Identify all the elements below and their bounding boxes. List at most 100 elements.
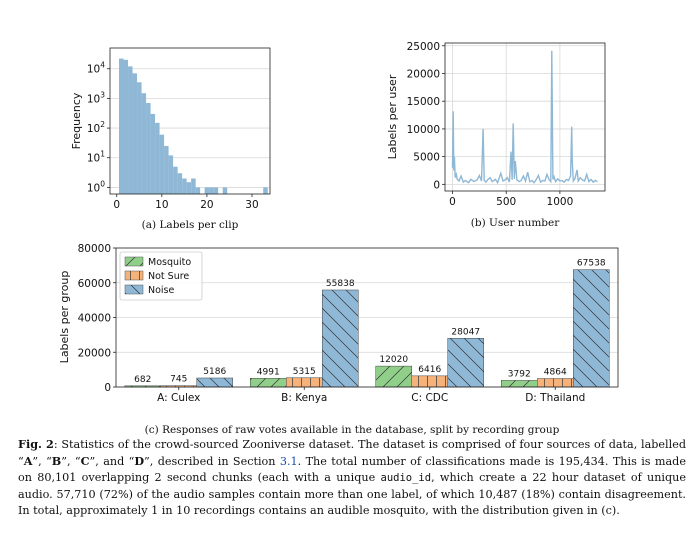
data-label: 4864 bbox=[544, 368, 567, 378]
caption-sep-1: ”, “ bbox=[32, 455, 52, 469]
y-tick-label: 102 bbox=[87, 120, 105, 135]
legend-label-not-sure: Not Sure bbox=[148, 271, 189, 282]
data-label: 67538 bbox=[577, 259, 606, 269]
data-label: 28047 bbox=[451, 327, 480, 337]
y-tick-label: 10000 bbox=[407, 124, 440, 136]
histogram-bar bbox=[123, 59, 129, 194]
caption-sep-2: ”, “ bbox=[61, 455, 81, 469]
x-tick-label: 0 bbox=[113, 199, 120, 211]
x-tick-label: D: Thailand bbox=[525, 392, 585, 404]
bar-hatch-noise bbox=[322, 289, 359, 387]
histogram-bar bbox=[155, 122, 160, 194]
bar-hatch-mosquito bbox=[501, 380, 538, 387]
x-tick-label: B: Kenya bbox=[281, 392, 327, 404]
caption-label: Fig. 2 bbox=[18, 437, 54, 451]
caption-text-3: . The total number of classifications ma… bbox=[18, 455, 686, 485]
bar-hatch-not-sure bbox=[286, 377, 323, 387]
y-tick-label: 104 bbox=[87, 61, 105, 76]
y-axis-label: Labels per user bbox=[386, 74, 399, 159]
subcaption-b: (b) User number bbox=[471, 217, 560, 229]
figure-caption: Fig. 2: Statistics of the crowd-sourced … bbox=[18, 436, 686, 519]
legend-label-mosquito: Mosquito bbox=[148, 257, 191, 268]
caption-source-a: A bbox=[23, 454, 33, 469]
histogram-bar bbox=[191, 178, 196, 194]
axes-frame bbox=[109, 47, 271, 195]
caption-source-b: B bbox=[51, 454, 62, 469]
y-tick-label: 0 bbox=[104, 382, 111, 394]
data-label: 682 bbox=[134, 375, 151, 385]
legend: Mosquito Not Sure Noise bbox=[119, 251, 203, 301]
y-tick-label: 101 bbox=[87, 150, 105, 165]
data-label: 5186 bbox=[203, 367, 226, 377]
histogram-bar bbox=[204, 187, 210, 194]
histogram-bar bbox=[150, 113, 156, 194]
caption-text-2: ”, described in Section bbox=[144, 455, 280, 469]
histogram-bar bbox=[164, 145, 169, 194]
y-axis-label: Frequency bbox=[70, 92, 83, 149]
histogram-bar bbox=[141, 93, 147, 194]
labels-per-user-line bbox=[451, 50, 598, 185]
data-label: 3792 bbox=[508, 369, 531, 379]
y-tick-label: 20000 bbox=[78, 347, 111, 359]
x-tick-label: 500 bbox=[496, 196, 516, 208]
legend-swatch-noise-hatch bbox=[125, 285, 143, 294]
histogram-bar bbox=[177, 173, 183, 194]
y-tick-label: 15000 bbox=[407, 96, 440, 108]
section-link[interactable]: 3.1 bbox=[279, 455, 298, 469]
x-tick-label: 30 bbox=[245, 199, 258, 211]
histogram-bar bbox=[168, 155, 174, 194]
histogram-bar bbox=[173, 166, 178, 194]
y-tick-label: 0 bbox=[433, 179, 440, 191]
y-tick-label: 80000 bbox=[78, 243, 111, 255]
caption-sep-3: ”, and “ bbox=[89, 455, 135, 469]
legend-swatch-not-sure-hatch bbox=[125, 271, 143, 280]
legend-swatch-mosquito-hatch bbox=[125, 257, 143, 266]
bar-hatch-not-sure bbox=[160, 385, 197, 387]
data-label: 6416 bbox=[418, 365, 441, 375]
legend-label-noise: Noise bbox=[148, 285, 175, 296]
bar-hatch-not-sure bbox=[411, 375, 448, 387]
bar-hatch-noise bbox=[447, 338, 484, 387]
bar-hatch-not-sure bbox=[537, 378, 574, 387]
y-tick-label: 103 bbox=[87, 90, 105, 105]
histogram-bar bbox=[128, 66, 133, 194]
axes-frame bbox=[444, 42, 606, 192]
histogram-bar bbox=[119, 58, 124, 195]
bar-hatch-noise bbox=[196, 377, 233, 387]
x-tick-label: 20 bbox=[200, 199, 213, 211]
histogram-bar bbox=[186, 182, 192, 194]
data-label: 55838 bbox=[326, 279, 355, 289]
caption-code: audio_id bbox=[380, 472, 432, 485]
labels-per-group-bar-chart: 682 745 5186 4991 5315 55838 12020 6416 28047 379… bbox=[58, 243, 619, 436]
y-tick-label: 25000 bbox=[407, 41, 440, 53]
subcaption-c: (c) Responses of raw votes available in … bbox=[145, 424, 560, 436]
x-tick-label: 1000 bbox=[547, 196, 574, 208]
histogram-bar bbox=[213, 187, 219, 194]
data-label: 5315 bbox=[293, 367, 316, 377]
histogram-bar bbox=[159, 134, 165, 194]
caption-text-1: : Statistics of the crowd-sourced Zooniv… bbox=[18, 438, 686, 469]
data-label: 745 bbox=[170, 375, 187, 385]
x-tick-label: A: Culex bbox=[157, 392, 200, 404]
y-tick-label: 5000 bbox=[413, 152, 440, 164]
histogram-bar bbox=[209, 187, 214, 194]
caption-source-c: C bbox=[80, 454, 90, 469]
histogram-bar bbox=[222, 187, 228, 194]
data-label: 4991 bbox=[257, 367, 280, 377]
bar-hatch-mosquito bbox=[250, 378, 287, 387]
caption-text-4: , which create a 22 hour dataset of uniq… bbox=[18, 471, 686, 517]
histogram-bar bbox=[137, 82, 142, 194]
y-tick-label: 40000 bbox=[78, 313, 111, 325]
x-tick-label: C: CDC bbox=[411, 392, 448, 404]
histogram-bar bbox=[182, 178, 187, 194]
bar-hatch-mosquito bbox=[375, 366, 412, 387]
histogram-bar bbox=[195, 187, 201, 194]
y-tick-label: 60000 bbox=[78, 278, 111, 290]
y-tick-label: 100 bbox=[87, 179, 105, 194]
x-tick-label: 10 bbox=[155, 199, 168, 211]
x-tick-label: 0 bbox=[449, 196, 456, 208]
histogram-bar bbox=[146, 103, 151, 194]
caption-source-d: D bbox=[134, 454, 145, 469]
y-tick-label: 20000 bbox=[407, 68, 440, 80]
subcaption-a: (a) Labels per clip bbox=[142, 219, 239, 231]
